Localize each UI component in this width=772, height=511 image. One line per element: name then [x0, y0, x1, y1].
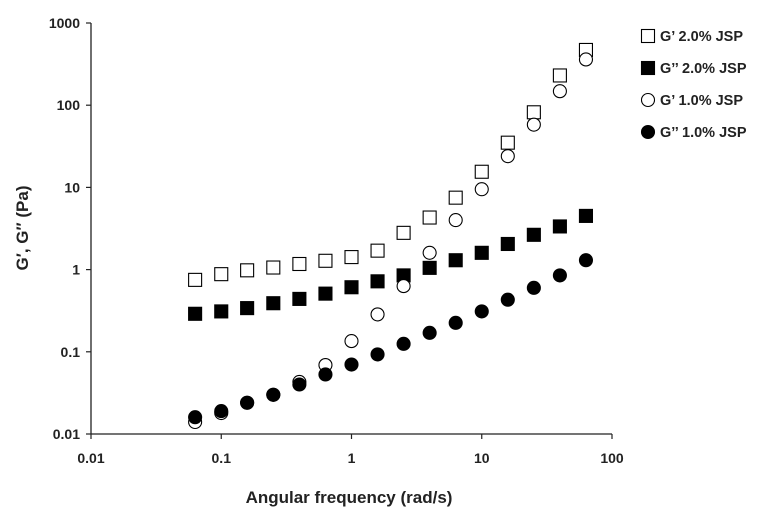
data-point [500, 236, 515, 252]
data-point [422, 245, 437, 260]
y-tick-label: 0.01 [53, 426, 80, 442]
y-tick-label: 1 [72, 262, 80, 278]
data-point [474, 304, 489, 319]
data-point [240, 263, 255, 278]
data-point [448, 190, 463, 205]
data-point [292, 256, 307, 272]
data-point [474, 245, 489, 260]
data-point [344, 280, 359, 295]
data-point [396, 336, 411, 351]
data-point [448, 213, 463, 228]
data-point [318, 286, 333, 301]
data-point [344, 334, 359, 349]
data-point [318, 367, 333, 382]
data-point [500, 149, 515, 164]
x-tick-label: 100 [600, 450, 624, 466]
legend-item: G’ 2.0% JSP [640, 28, 743, 45]
data-point [578, 208, 594, 223]
x-tick-label: 0.1 [212, 450, 232, 466]
data-point [266, 296, 281, 311]
legend-item: G’’ 2.0% JSP [640, 60, 747, 77]
legend-label: G’ 2.0% JSP [660, 29, 743, 45]
data-point [396, 279, 411, 294]
data-point [370, 274, 385, 289]
legend-item: G’ 1.0% JSP [640, 92, 743, 109]
y-tick-label: 100 [57, 97, 81, 113]
chart-legend: G’ 2.0% JSP G’’ 2.0% JSP G’ 1.0% JSP G’’ 1.… [640, 28, 747, 141]
data-point [292, 291, 307, 306]
data-point [318, 253, 333, 268]
data-point [422, 260, 437, 275]
data-point [240, 301, 255, 316]
data-point [344, 357, 359, 372]
data-point [292, 377, 307, 392]
data-point [188, 410, 203, 425]
data-point [240, 395, 255, 410]
y-tick-label: 0.1 [61, 344, 81, 360]
data-point [578, 52, 594, 67]
x-tick-label: 1 [348, 450, 356, 466]
legend-label: G’ 1.0% JSP [660, 93, 743, 109]
legend-marker [640, 92, 656, 108]
data-point [474, 164, 489, 179]
data-point [266, 387, 281, 402]
x-tick-label: 10 [474, 450, 490, 466]
y-tick-label: 1000 [49, 15, 80, 31]
data-point [526, 280, 541, 295]
data-point [578, 253, 594, 268]
data-point [370, 243, 385, 258]
legend-item: G’’ 1.0% JSP [640, 124, 747, 141]
y-axis-title: G′, G′′ (Pa) [13, 186, 32, 271]
x-tick-label: 0.01 [77, 450, 104, 466]
data-point [214, 304, 229, 319]
data-point [474, 182, 489, 197]
data-point [396, 225, 411, 240]
data-point [422, 210, 437, 225]
data-point [448, 315, 463, 330]
legend-label: G’’ 2.0% JSP [660, 61, 747, 77]
chart-ticks: 0.01 0.1 1 10 100 0.01 0.1 1 10 100 1000 [49, 15, 624, 466]
legend-marker [640, 60, 656, 76]
data-point [448, 253, 463, 268]
series-4 [188, 253, 594, 425]
data-point [188, 306, 203, 321]
data-point [344, 250, 359, 265]
series-2 [188, 208, 594, 321]
chart-points [188, 42, 594, 430]
data-point [370, 307, 385, 322]
legend-marker [640, 124, 656, 140]
data-point [552, 84, 567, 99]
data-point [266, 260, 281, 275]
legend-label: G’’ 1.0% JSP [660, 125, 747, 141]
data-point [552, 219, 567, 234]
data-point [214, 404, 229, 419]
data-point [214, 267, 229, 282]
data-point [552, 68, 567, 83]
data-point [422, 325, 437, 340]
data-point [552, 268, 567, 283]
data-point [526, 105, 541, 120]
data-point [500, 292, 515, 307]
y-tick-label: 10 [64, 179, 80, 195]
data-point [500, 135, 515, 150]
data-point [526, 117, 541, 132]
data-point [526, 227, 541, 242]
data-point [188, 272, 203, 287]
x-axis-title: Angular frequency (rad/s) [246, 488, 453, 507]
data-point [370, 347, 385, 362]
legend-marker [640, 28, 656, 44]
series-1 [188, 42, 594, 287]
